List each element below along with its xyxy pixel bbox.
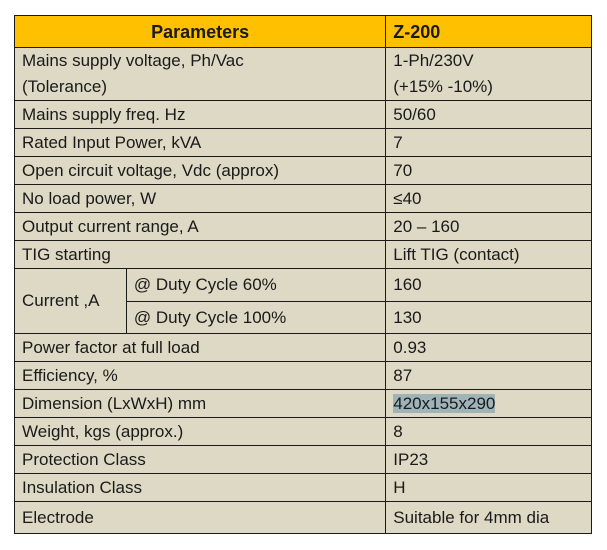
header-parameters: Parameters <box>13 15 387 48</box>
value-cell: 20 – 160 <box>385 212 592 241</box>
value-cell: 420x155x290 <box>385 389 592 418</box>
value-cell: 1-Ph/230V (+15% -10%) <box>385 47 592 101</box>
table-row: Weight, kgs (approx.) 8 <box>13 417 592 446</box>
header-row: Parameters Z-200 <box>13 15 592 48</box>
table-row: TIG starting Lift TIG (contact) <box>13 240 592 269</box>
header-model: Z-200 <box>385 15 592 48</box>
param-cell: Rated Input Power, kVA <box>13 128 387 157</box>
param-cell: @ Duty Cycle 60% <box>125 268 387 302</box>
param-cell: Electrode <box>13 501 387 534</box>
current-label-cell: Current ,A <box>14 268 127 334</box>
table-row: Open circuit voltage, Vdc (approx) 70 <box>13 156 592 185</box>
value-cell: ≤40 <box>385 184 592 213</box>
table-row: Output current range, A 20 – 160 <box>13 212 592 241</box>
param-cell: Mains supply voltage, Ph/Vac (Tolerance) <box>13 47 387 101</box>
value-cell: Suitable for 4mm dia <box>385 501 592 534</box>
param-cell: Protection Class <box>13 445 387 474</box>
param-cell: @ Duty Cycle 100% <box>125 301 387 334</box>
param-cell: Open circuit voltage, Vdc (approx) <box>13 156 387 185</box>
value-cell: 130 <box>385 301 592 334</box>
value-cell: 87 <box>385 361 592 390</box>
value-cell: 0.93 <box>385 333 592 362</box>
value-cell: 160 <box>385 268 592 302</box>
table-row: No load power, W ≤40 <box>13 184 592 213</box>
param-cell: Insulation Class <box>13 473 387 502</box>
spec-table: Parameters Z-200 Mains supply voltage, P… <box>13 15 592 534</box>
value-cell: 7 <box>385 128 592 157</box>
param-cell: Power factor at full load <box>13 333 387 362</box>
table-row: @ Duty Cycle 100% 130 <box>15 301 592 334</box>
value-cell: IP23 <box>385 445 592 474</box>
selected-text[interactable]: 420x155x290 <box>393 393 496 413</box>
param-cell: Output current range, A <box>13 212 387 241</box>
param-cell: Efficiency, % <box>13 361 387 390</box>
table-row: Rated Input Power, kVA 7 <box>13 128 592 157</box>
table-row: Efficiency, % 87 <box>13 361 592 390</box>
table-row: Electrode Suitable for 4mm dia <box>13 501 592 534</box>
param-cell: Dimension (LxWxH) mm <box>13 389 387 418</box>
table-row: Dimension (LxWxH) mm 420x155x290 <box>13 389 592 418</box>
value-cell: 70 <box>385 156 592 185</box>
table-row: Power factor at full load 0.93 <box>13 333 592 362</box>
param-cell: TIG starting <box>13 240 387 269</box>
table-row: Mains supply freq. Hz 50/60 <box>13 100 592 129</box>
param-cell: No load power, W <box>13 184 387 213</box>
table-row: Insulation Class H <box>13 473 592 502</box>
value-cell: Lift TIG (contact) <box>385 240 592 269</box>
table-row: Protection Class IP23 <box>13 445 592 474</box>
param-cell: Weight, kgs (approx.) <box>13 417 387 446</box>
table-row: Mains supply voltage, Ph/Vac (Tolerance) … <box>13 47 592 101</box>
table-row: Current ,A @ Duty Cycle 60% 160 <box>14 268 592 334</box>
param-cell: Mains supply freq. Hz <box>13 100 387 129</box>
value-cell: 50/60 <box>385 100 592 129</box>
value-cell: 8 <box>385 417 592 446</box>
value-cell: H <box>385 473 592 502</box>
